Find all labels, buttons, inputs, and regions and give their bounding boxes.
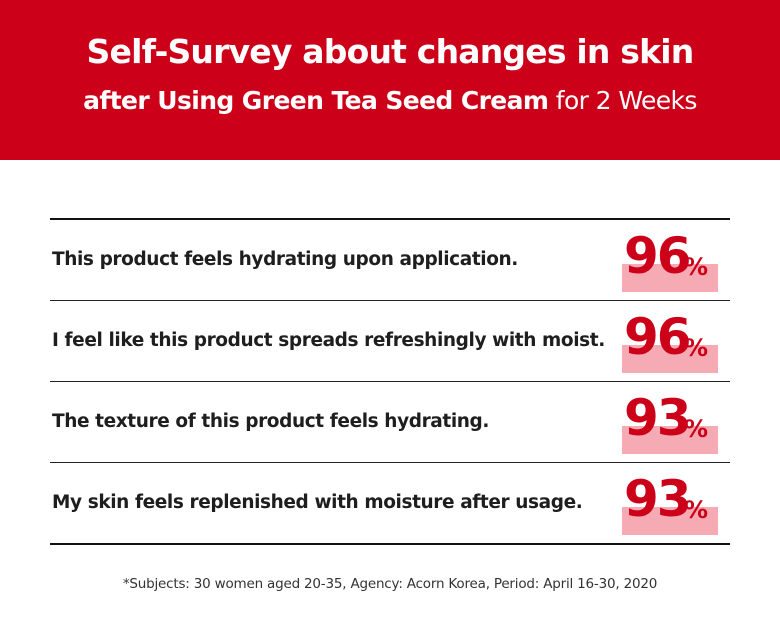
survey-footnote: *Subjects: 30 women aged 20-35, Agency: … bbox=[122, 576, 658, 592]
title-banner: Self-Survey about changes in skin after … bbox=[0, 0, 780, 160]
percentage-unit: % bbox=[684, 253, 709, 281]
percentage-value: 96 bbox=[624, 227, 692, 285]
percentage-highlight bbox=[622, 345, 718, 373]
row-statement: I feel like this product spreads refresh… bbox=[52, 330, 605, 351]
percentage-highlight bbox=[622, 264, 718, 292]
percentage-value: 93 bbox=[624, 470, 692, 528]
row-percentage: 96 % bbox=[622, 308, 718, 373]
table-row: This product feels hydrating upon applic… bbox=[50, 220, 730, 301]
row-percentage: 96 % bbox=[622, 227, 718, 292]
table-top-rule bbox=[50, 218, 730, 220]
row-statement: This product feels hydrating upon applic… bbox=[52, 249, 518, 270]
percentage-highlight bbox=[622, 507, 718, 535]
table-row: My skin feels replenished with moisture … bbox=[50, 463, 730, 545]
subtitle-bold: after Using Green Tea Seed Cream bbox=[83, 86, 549, 115]
percentage-value: 96 bbox=[624, 308, 692, 366]
row-statement: The texture of this product feels hydrat… bbox=[52, 411, 490, 432]
subtitle-light: for 2 Weeks bbox=[555, 86, 698, 115]
row-statement: My skin feels replenished with moisture … bbox=[52, 492, 583, 513]
page-title: Self-Survey about changes in skin bbox=[86, 32, 695, 71]
percentage-highlight bbox=[622, 426, 718, 454]
percentage-unit: % bbox=[684, 334, 709, 362]
percentage-unit: % bbox=[684, 496, 709, 524]
percentage-unit: % bbox=[684, 415, 709, 443]
percentage-value: 93 bbox=[624, 389, 692, 447]
row-percentage: 93 % bbox=[622, 389, 718, 454]
table-row: I feel like this product spreads refresh… bbox=[50, 301, 730, 382]
row-percentage: 93 % bbox=[622, 470, 718, 535]
table-row: The texture of this product feels hydrat… bbox=[50, 382, 730, 463]
survey-table: This product feels hydrating upon applic… bbox=[50, 218, 730, 545]
page-subtitle: after Using Green Tea Seed Cream for 2 W… bbox=[0, 86, 780, 115]
